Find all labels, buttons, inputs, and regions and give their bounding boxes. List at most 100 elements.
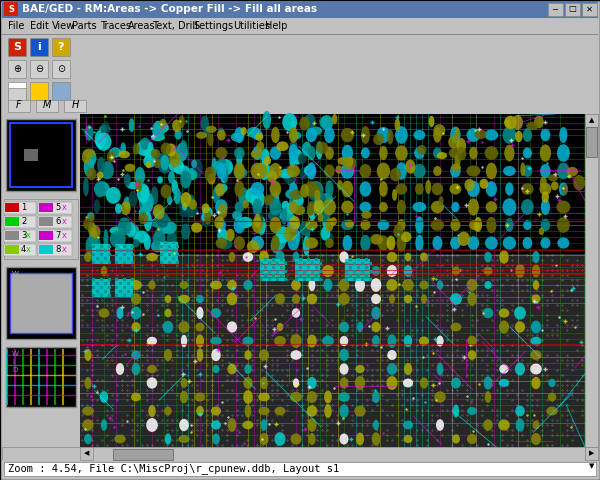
Text: D: D [12, 287, 17, 293]
Ellipse shape [469, 220, 478, 230]
Ellipse shape [342, 144, 353, 161]
Ellipse shape [179, 210, 194, 217]
Ellipse shape [255, 133, 263, 141]
Bar [115, 294, 118, 297]
Ellipse shape [340, 163, 355, 179]
Bar [353, 262, 356, 264]
Bar [172, 249, 175, 252]
Bar [6, 119, 76, 191]
Text: Zoom : 4.54, File C:\MiscProj\r_cpunew.ddb, Layout s1: Zoom : 4.54, File C:\MiscProj\r_cpunew.d… [7, 464, 338, 474]
Ellipse shape [451, 219, 460, 231]
Bar [38, 202, 72, 214]
Ellipse shape [479, 179, 488, 189]
Bar [39, 217, 53, 226]
Ellipse shape [505, 120, 511, 127]
Ellipse shape [85, 349, 92, 361]
Ellipse shape [178, 435, 190, 443]
Bar [172, 241, 175, 244]
Ellipse shape [541, 129, 550, 141]
Bar [585, 114, 598, 460]
Bar [39, 231, 53, 240]
Bar [96, 257, 99, 260]
Ellipse shape [197, 348, 203, 362]
Ellipse shape [292, 149, 302, 165]
Text: □: □ [568, 4, 576, 13]
Ellipse shape [135, 230, 149, 243]
Ellipse shape [388, 334, 397, 348]
Ellipse shape [89, 214, 94, 222]
Ellipse shape [106, 187, 121, 204]
Ellipse shape [355, 365, 365, 373]
Ellipse shape [289, 201, 298, 213]
Ellipse shape [307, 377, 317, 389]
Ellipse shape [523, 237, 532, 249]
Ellipse shape [179, 281, 188, 289]
Ellipse shape [135, 167, 145, 185]
Bar [160, 261, 163, 264]
Text: Parts: Parts [72, 21, 97, 31]
Ellipse shape [277, 323, 283, 331]
Ellipse shape [154, 159, 161, 168]
Ellipse shape [305, 237, 318, 249]
Ellipse shape [211, 157, 217, 177]
Bar [92, 279, 110, 297]
Ellipse shape [387, 265, 397, 277]
Ellipse shape [168, 171, 175, 184]
Ellipse shape [484, 281, 491, 289]
Bar [4, 462, 596, 476]
Ellipse shape [242, 421, 253, 429]
Ellipse shape [503, 126, 516, 144]
Ellipse shape [386, 236, 395, 251]
Ellipse shape [151, 186, 158, 205]
Ellipse shape [387, 252, 397, 262]
Bar [4, 230, 36, 242]
Ellipse shape [161, 143, 172, 155]
Ellipse shape [131, 307, 142, 320]
Ellipse shape [341, 180, 353, 197]
Ellipse shape [164, 407, 172, 415]
Ellipse shape [340, 363, 349, 375]
Ellipse shape [515, 321, 525, 333]
Bar [8, 82, 26, 100]
Ellipse shape [308, 265, 316, 276]
Ellipse shape [256, 141, 264, 152]
Ellipse shape [325, 146, 334, 160]
Ellipse shape [341, 201, 353, 214]
Ellipse shape [377, 127, 390, 143]
Ellipse shape [271, 235, 280, 251]
Ellipse shape [244, 377, 253, 389]
Ellipse shape [165, 433, 171, 444]
Bar [260, 277, 263, 280]
Ellipse shape [101, 266, 107, 276]
Ellipse shape [321, 203, 331, 222]
Ellipse shape [290, 392, 302, 402]
Ellipse shape [151, 149, 160, 158]
Ellipse shape [431, 201, 444, 213]
Bar [127, 249, 130, 252]
Bar [345, 277, 348, 280]
Ellipse shape [244, 350, 251, 360]
Ellipse shape [269, 163, 281, 179]
Ellipse shape [484, 267, 493, 275]
Ellipse shape [287, 165, 300, 177]
Bar [303, 262, 306, 264]
Ellipse shape [414, 147, 425, 159]
Bar [345, 269, 348, 273]
Ellipse shape [305, 226, 310, 242]
Bar [52, 82, 70, 100]
Ellipse shape [201, 213, 206, 221]
Ellipse shape [215, 199, 227, 215]
Ellipse shape [551, 181, 559, 191]
Ellipse shape [448, 135, 460, 148]
Ellipse shape [305, 181, 318, 197]
Ellipse shape [290, 132, 301, 140]
Ellipse shape [337, 180, 343, 190]
Bar [2, 1, 598, 19]
Ellipse shape [420, 252, 428, 262]
Bar [272, 257, 275, 261]
Bar [280, 257, 283, 261]
Ellipse shape [405, 159, 415, 173]
Ellipse shape [540, 176, 547, 190]
Ellipse shape [402, 279, 414, 291]
Ellipse shape [340, 336, 348, 346]
